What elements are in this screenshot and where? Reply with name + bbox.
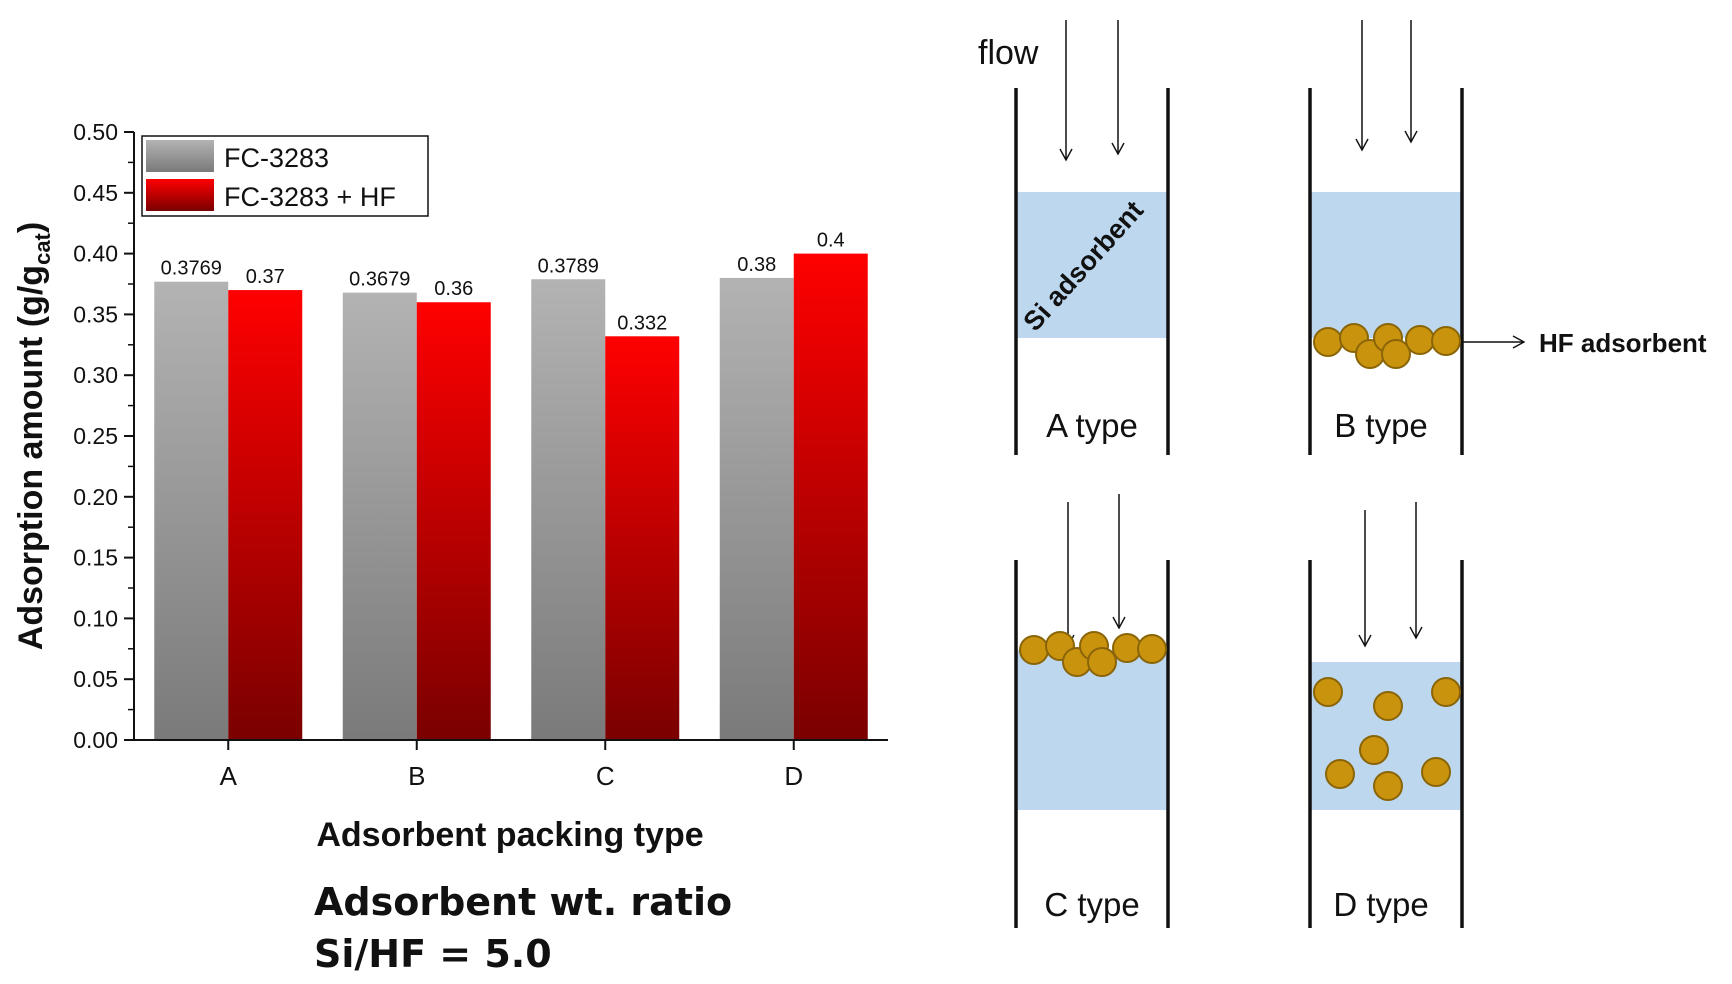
y-tick-label: 0.30 — [73, 362, 118, 388]
hf-particle — [1314, 328, 1342, 356]
bar-chart: 0.3769 0.37 0.3679 0.36 0.3789 0.332 0.38 0.4 0… — [12, 119, 888, 854]
hf-particle — [1422, 758, 1450, 786]
hf-particle — [1326, 760, 1354, 788]
y-axis-label-main: Adsorption amount (g/g — [12, 265, 50, 650]
type-label-b: B type — [1334, 407, 1428, 444]
ratio-note-value: Si/HF = 5.0 — [314, 932, 552, 976]
bar-fc3283-c — [531, 279, 605, 740]
y-axis-label: Adsorption amount (g/gcat) — [12, 222, 55, 650]
bars-group — [154, 254, 868, 740]
si-adsorbent-bed-b — [1310, 192, 1462, 338]
y-axis-ticks: 0.00 0.05 0.10 0.15 0.20 0.25 0.30 0.35 0.40 0.45… — [73, 119, 134, 753]
x-tick-label: A — [220, 761, 238, 791]
y-tick-label: 0.50 — [73, 119, 118, 145]
y-tick-label: 0.25 — [73, 423, 118, 449]
bar-fc3283-hf-b — [417, 302, 491, 740]
y-tick-label: 0.45 — [73, 180, 118, 206]
x-tick-label: D — [784, 761, 803, 791]
hf-particle — [1360, 736, 1388, 764]
hf-particle — [1374, 692, 1402, 720]
hf-particle — [1432, 678, 1460, 706]
y-tick-label: 0.00 — [73, 727, 118, 753]
hf-adsorbent-layer-b — [1314, 324, 1460, 368]
column-d-type: D type — [1310, 502, 1462, 928]
bar-value-label: 0.36 — [434, 278, 473, 300]
y-tick-label: 0.40 — [73, 241, 118, 267]
flow-label: flow — [978, 34, 1039, 72]
bar-fc3283-hf-c — [605, 336, 679, 740]
column-a-type: Si adsorbent A type — [1016, 20, 1168, 455]
bar-value-label: 0.3769 — [161, 258, 222, 280]
x-axis-label: Adsorbent packing type — [316, 816, 703, 854]
y-axis-label-close: ) — [12, 222, 50, 233]
bar-fc3283-a — [154, 282, 228, 740]
type-label-c: C type — [1044, 886, 1139, 923]
hf-particle — [1020, 636, 1048, 664]
bar-value-label: 0.37 — [246, 266, 285, 288]
hf-particle — [1374, 772, 1402, 800]
bar-value-label: 0.3789 — [538, 255, 599, 277]
y-tick-label: 0.35 — [73, 301, 118, 327]
bar-value-label: 0.3679 — [349, 269, 410, 291]
hf-particle — [1432, 327, 1460, 355]
legend-label-fc3283-hf: FC-3283 + HF — [224, 182, 396, 212]
bar-value-label: 0.332 — [617, 312, 667, 334]
hf-particle — [1314, 678, 1342, 706]
hf-particle — [1088, 648, 1116, 676]
legend-label-fc3283: FC-3283 — [224, 143, 329, 173]
y-axis-label-subscript: cat — [30, 232, 55, 264]
bar-fc3283-d — [720, 278, 794, 740]
y-tick-label: 0.05 — [73, 666, 118, 692]
hf-particle — [1138, 635, 1166, 663]
y-tick-label: 0.15 — [73, 545, 118, 571]
bar-fc3283-hf-d — [794, 254, 868, 740]
legend-swatch-fc3283 — [146, 140, 214, 172]
y-tick-label: 0.10 — [73, 605, 118, 631]
legend: FC-3283 FC-3283 + HF — [142, 136, 428, 216]
hf-adsorbent-label: HF adsorbent — [1539, 328, 1707, 358]
x-tick-label: B — [408, 761, 425, 791]
ratio-note-title: Adsorbent wt. ratio — [314, 880, 732, 924]
si-adsorbent-bed-c — [1016, 650, 1168, 810]
type-label-d: D type — [1333, 886, 1428, 923]
bar-value-label: 0.4 — [817, 230, 845, 252]
column-c-type: C type — [1016, 494, 1168, 928]
bar-value-label: 0.38 — [737, 254, 776, 276]
x-tick-label: C — [596, 761, 615, 791]
column-b-type: HF adsorbent B type — [1310, 20, 1707, 455]
bar-fc3283-hf-a — [228, 290, 302, 740]
packing-type-diagram: flow Si adsorbent A type — [978, 20, 1707, 928]
hf-particle — [1406, 326, 1434, 354]
legend-swatch-fc3283-hf — [146, 179, 214, 211]
x-axis-ticks: A B C D — [220, 740, 804, 791]
y-tick-label: 0.20 — [73, 484, 118, 510]
hf-particle — [1113, 634, 1141, 662]
bar-fc3283-b — [343, 293, 417, 740]
type-label-a: A type — [1046, 407, 1138, 444]
